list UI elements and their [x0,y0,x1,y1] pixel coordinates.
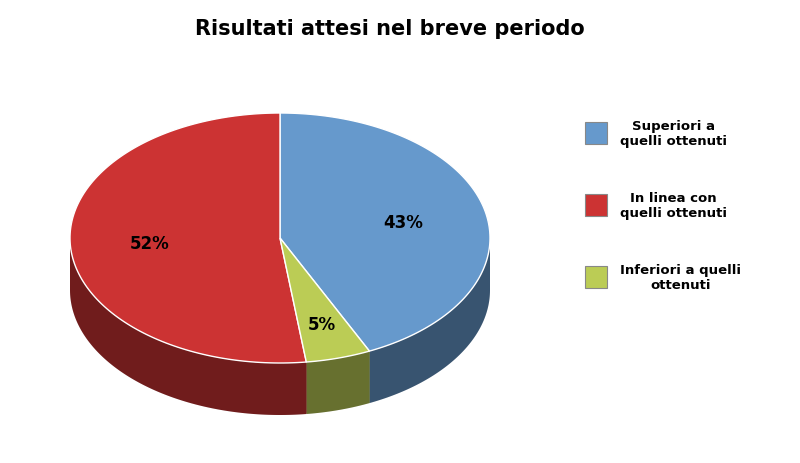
Text: Inferiori a quelli
ottenuti: Inferiori a quelli ottenuti [620,263,741,291]
Text: 52%: 52% [130,234,170,252]
Text: In linea con
quelli ottenuti: In linea con quelli ottenuti [620,192,727,219]
Bar [585,123,607,144]
Polygon shape [306,351,370,414]
Text: Risultati attesi nel breve periodo: Risultati attesi nel breve periodo [195,19,585,39]
Text: 43%: 43% [383,213,423,231]
Polygon shape [280,114,490,351]
Polygon shape [70,239,306,415]
Text: Superiori a
quelli ottenuti: Superiori a quelli ottenuti [620,120,727,148]
Bar [585,194,607,217]
Polygon shape [370,239,490,403]
Polygon shape [280,238,306,414]
Polygon shape [280,238,370,403]
Text: 5%: 5% [308,316,336,334]
Bar [585,266,607,288]
Polygon shape [280,238,306,414]
Polygon shape [280,238,370,403]
Ellipse shape [70,166,490,415]
Polygon shape [70,114,306,363]
Polygon shape [280,238,370,362]
